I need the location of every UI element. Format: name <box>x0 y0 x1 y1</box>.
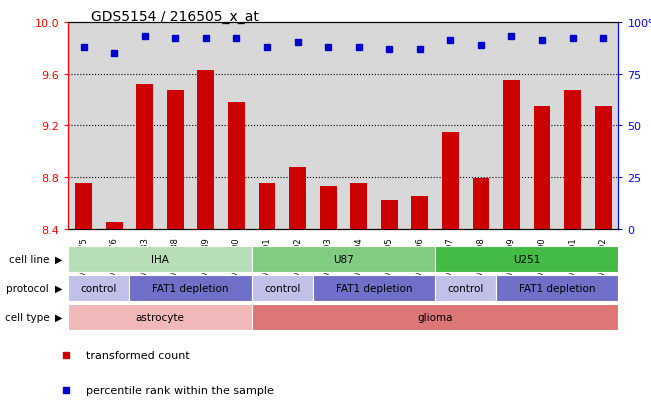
Text: ▶: ▶ <box>55 254 62 264</box>
Bar <box>411 197 428 229</box>
Text: FAT1 depletion: FAT1 depletion <box>152 283 229 294</box>
Bar <box>350 184 367 229</box>
Text: FAT1 depletion: FAT1 depletion <box>336 283 412 294</box>
Text: GDS5154 / 216505_x_at: GDS5154 / 216505_x_at <box>91 10 259 24</box>
Bar <box>258 184 275 229</box>
Bar <box>320 187 337 229</box>
Bar <box>76 184 92 229</box>
Bar <box>534 107 551 229</box>
Text: transformed count: transformed count <box>87 350 190 360</box>
Bar <box>136 85 153 229</box>
Text: control: control <box>264 283 301 294</box>
Text: ▶: ▶ <box>55 312 62 322</box>
Text: control: control <box>81 283 117 294</box>
Bar <box>564 91 581 229</box>
Bar <box>381 201 398 229</box>
Text: cell line: cell line <box>9 254 49 264</box>
Text: U87: U87 <box>333 254 353 265</box>
Bar <box>595 107 611 229</box>
Text: protocol: protocol <box>7 283 49 293</box>
Bar <box>289 167 306 229</box>
Text: percentile rank within the sample: percentile rank within the sample <box>87 385 274 395</box>
Bar <box>167 91 184 229</box>
Bar <box>442 133 459 229</box>
Bar <box>197 71 214 229</box>
Text: ▶: ▶ <box>55 283 62 293</box>
Bar <box>106 223 122 229</box>
Text: cell type: cell type <box>5 312 49 322</box>
Text: U251: U251 <box>513 254 540 265</box>
Text: FAT1 depletion: FAT1 depletion <box>519 283 596 294</box>
Bar <box>503 81 520 229</box>
Text: control: control <box>447 283 484 294</box>
Text: astrocyte: astrocyte <box>135 312 184 323</box>
Bar <box>228 103 245 229</box>
Text: glioma: glioma <box>417 312 453 323</box>
Text: IHA: IHA <box>151 254 169 265</box>
Bar <box>473 179 490 229</box>
